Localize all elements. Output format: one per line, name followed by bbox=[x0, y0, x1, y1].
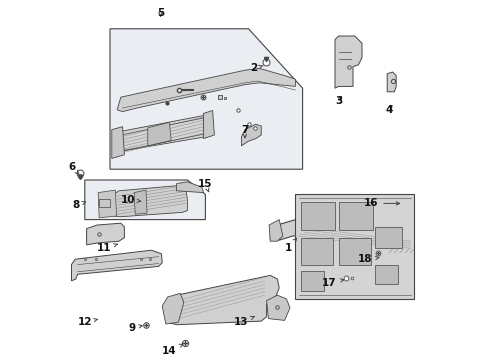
Polygon shape bbox=[269, 220, 283, 241]
Text: 12: 12 bbox=[77, 317, 98, 327]
Bar bbox=[374, 265, 398, 284]
Polygon shape bbox=[112, 127, 124, 158]
Text: 14: 14 bbox=[162, 344, 183, 356]
Text: 4: 4 bbox=[385, 105, 392, 115]
Bar bbox=[301, 271, 324, 291]
Text: 18: 18 bbox=[358, 254, 379, 264]
Text: 16: 16 bbox=[364, 198, 399, 208]
Polygon shape bbox=[117, 68, 295, 112]
Bar bbox=[339, 238, 371, 265]
Polygon shape bbox=[114, 185, 187, 217]
Polygon shape bbox=[242, 124, 261, 146]
Bar bbox=[301, 202, 335, 230]
Text: 6: 6 bbox=[69, 162, 79, 174]
Text: 8: 8 bbox=[72, 200, 86, 210]
Text: 7: 7 bbox=[241, 125, 248, 138]
Polygon shape bbox=[98, 190, 117, 218]
Polygon shape bbox=[72, 250, 162, 281]
Polygon shape bbox=[110, 29, 303, 169]
Polygon shape bbox=[148, 122, 171, 146]
Text: 13: 13 bbox=[234, 316, 254, 327]
Polygon shape bbox=[204, 111, 215, 139]
Polygon shape bbox=[267, 295, 290, 320]
Bar bbox=[99, 199, 110, 207]
Text: 11: 11 bbox=[98, 243, 118, 253]
Text: 9: 9 bbox=[128, 323, 142, 333]
Bar bbox=[301, 238, 333, 265]
Polygon shape bbox=[176, 182, 204, 193]
Polygon shape bbox=[270, 220, 413, 254]
Text: 10: 10 bbox=[121, 195, 141, 205]
Bar bbox=[339, 202, 373, 230]
Polygon shape bbox=[295, 194, 414, 299]
Polygon shape bbox=[168, 275, 279, 325]
Text: 15: 15 bbox=[198, 179, 213, 192]
Polygon shape bbox=[114, 115, 209, 155]
Text: 1: 1 bbox=[285, 238, 296, 253]
Polygon shape bbox=[162, 293, 184, 324]
Polygon shape bbox=[387, 72, 396, 92]
Text: 5: 5 bbox=[157, 8, 164, 18]
Polygon shape bbox=[134, 190, 147, 214]
Text: 17: 17 bbox=[322, 278, 344, 288]
Text: 2: 2 bbox=[250, 63, 263, 73]
Bar bbox=[374, 227, 402, 248]
Polygon shape bbox=[85, 180, 205, 220]
Text: 3: 3 bbox=[335, 96, 342, 106]
Polygon shape bbox=[87, 223, 124, 245]
Polygon shape bbox=[335, 36, 362, 88]
